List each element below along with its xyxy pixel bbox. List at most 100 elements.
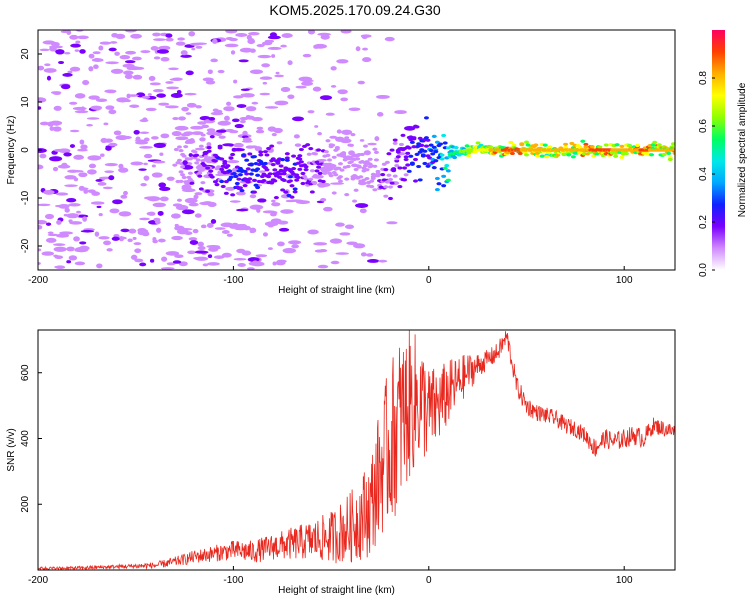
spectrogram-cell bbox=[58, 60, 65, 65]
spectrogram-cell bbox=[259, 76, 273, 80]
spectrogram-cell bbox=[302, 53, 312, 58]
spectrogram-cell bbox=[367, 142, 377, 146]
spectrogram-cell bbox=[152, 160, 166, 164]
spectrogram-cell bbox=[303, 168, 309, 172]
spectrogram-cell bbox=[249, 204, 264, 210]
spectrogram-cell bbox=[219, 167, 225, 171]
spectrogram-cell bbox=[362, 47, 369, 51]
spectrogram-cell bbox=[242, 225, 251, 231]
spectrogram-cell bbox=[176, 145, 182, 149]
spectrogram-cell bbox=[269, 144, 275, 148]
spectrogram-cell bbox=[356, 164, 362, 169]
spectrogram-cell bbox=[359, 139, 365, 142]
spectrogram-cell bbox=[186, 102, 197, 108]
spectrogram-cell bbox=[141, 231, 150, 237]
spectrogram-cell bbox=[178, 179, 184, 183]
figure-title: KOM5.2025.170.09.24.G30 bbox=[269, 2, 440, 18]
spectrogram-cell bbox=[69, 221, 83, 225]
spectrogram-cell bbox=[160, 133, 170, 139]
spectrogram-cell bbox=[172, 117, 179, 121]
spectrogram-cell bbox=[283, 190, 289, 194]
spectrogram-cell bbox=[87, 155, 102, 161]
spectrogram-cell bbox=[387, 177, 393, 182]
spectrogram-cell bbox=[377, 259, 388, 263]
spectrogram-cell bbox=[174, 223, 179, 228]
spectrogram-cell bbox=[195, 45, 203, 49]
spectrogram-cell bbox=[49, 156, 63, 162]
spectrogram-cell bbox=[180, 50, 188, 56]
spectrogram-cell bbox=[181, 154, 187, 158]
spectrogram-cell bbox=[355, 203, 369, 208]
spectrogram-cell bbox=[203, 151, 209, 155]
spectrogram-cell bbox=[436, 182, 442, 186]
spectrogram-cell bbox=[255, 167, 261, 171]
spectrogram-cell bbox=[375, 174, 381, 178]
spectrogram-cell bbox=[169, 78, 182, 81]
spectrogram-cell bbox=[328, 174, 334, 178]
spectrogram-cell bbox=[413, 157, 419, 162]
spectrogram-cell bbox=[308, 177, 314, 181]
spectrogram-cell bbox=[158, 182, 167, 188]
spectrogram-cell bbox=[656, 143, 662, 147]
spectrogram-cell bbox=[215, 129, 227, 133]
spectrogram-cell bbox=[239, 119, 246, 124]
spectrogram-cell bbox=[190, 125, 204, 130]
spectrogram-cell bbox=[419, 143, 425, 148]
spectrogram-cell bbox=[226, 233, 233, 237]
spectrogram-cell bbox=[414, 152, 420, 156]
spectrogram-cell bbox=[408, 154, 414, 158]
spectrogram-cell bbox=[237, 263, 246, 267]
spectrogram-cell bbox=[672, 151, 675, 155]
spectrogram-cell bbox=[335, 222, 345, 227]
spectrogram-cell bbox=[133, 129, 140, 135]
spectrogram-cell bbox=[369, 179, 375, 183]
spectrogram-cell bbox=[320, 197, 327, 202]
spectrogram-cell bbox=[280, 158, 286, 162]
spectrogram-cell bbox=[113, 130, 122, 136]
spectrogram-cell bbox=[445, 178, 451, 182]
spectrogram-cell bbox=[132, 236, 137, 241]
spectrogram-cell bbox=[597, 145, 603, 149]
spectrogram-cell bbox=[255, 254, 268, 258]
spectrogram-cell bbox=[367, 259, 380, 263]
spectrogram-cell bbox=[431, 134, 437, 139]
spectrogram-cell bbox=[261, 179, 267, 183]
spectrogram-cell bbox=[151, 164, 156, 168]
spectrogram-cell bbox=[466, 154, 472, 158]
spectrogram-cell bbox=[430, 152, 436, 156]
spectrogram-cell bbox=[355, 46, 361, 52]
spectrogram-cell bbox=[569, 141, 575, 146]
spectrogram-cell bbox=[280, 209, 294, 214]
spectrogram-cell bbox=[156, 227, 162, 233]
spectrogram-cell bbox=[216, 165, 222, 169]
spectrogram-cell bbox=[53, 121, 60, 126]
spectrogram-cell bbox=[198, 187, 204, 191]
spectrogram-cell bbox=[189, 138, 195, 142]
spectrogram-cell bbox=[330, 165, 336, 169]
spectrogram-cell bbox=[547, 145, 553, 149]
spectrogram-cell bbox=[192, 150, 198, 154]
spectrogram-cell bbox=[320, 34, 330, 40]
spectrogram-cell bbox=[210, 58, 218, 63]
spectrogram-cell bbox=[229, 200, 241, 203]
spectrogram-cell bbox=[423, 144, 429, 148]
spectrogram-cell bbox=[69, 129, 80, 133]
spectrogram-cell bbox=[98, 45, 104, 51]
spectrogram-cell bbox=[70, 43, 81, 48]
spectrogram-x-tick-label: -200 bbox=[28, 275, 48, 286]
spectrogram-cell bbox=[583, 145, 589, 149]
spectrogram-cell bbox=[122, 63, 135, 68]
spectrogram-cell bbox=[237, 186, 243, 190]
spectrogram-cell bbox=[352, 199, 358, 203]
spectrogram-cell bbox=[563, 142, 569, 146]
spectrogram-cell bbox=[294, 178, 300, 182]
snr-x-tick-label: -200 bbox=[28, 575, 48, 586]
spectrogram-cell bbox=[667, 157, 673, 162]
spectrogram-cell bbox=[233, 79, 238, 84]
spectrogram-cell bbox=[218, 135, 226, 139]
spectrogram-cell bbox=[108, 47, 117, 52]
spectrogram-cell bbox=[153, 38, 167, 42]
spectrogram-cell bbox=[312, 86, 322, 92]
spectrogram-cell bbox=[121, 135, 132, 140]
spectrogram-cell bbox=[422, 149, 428, 153]
